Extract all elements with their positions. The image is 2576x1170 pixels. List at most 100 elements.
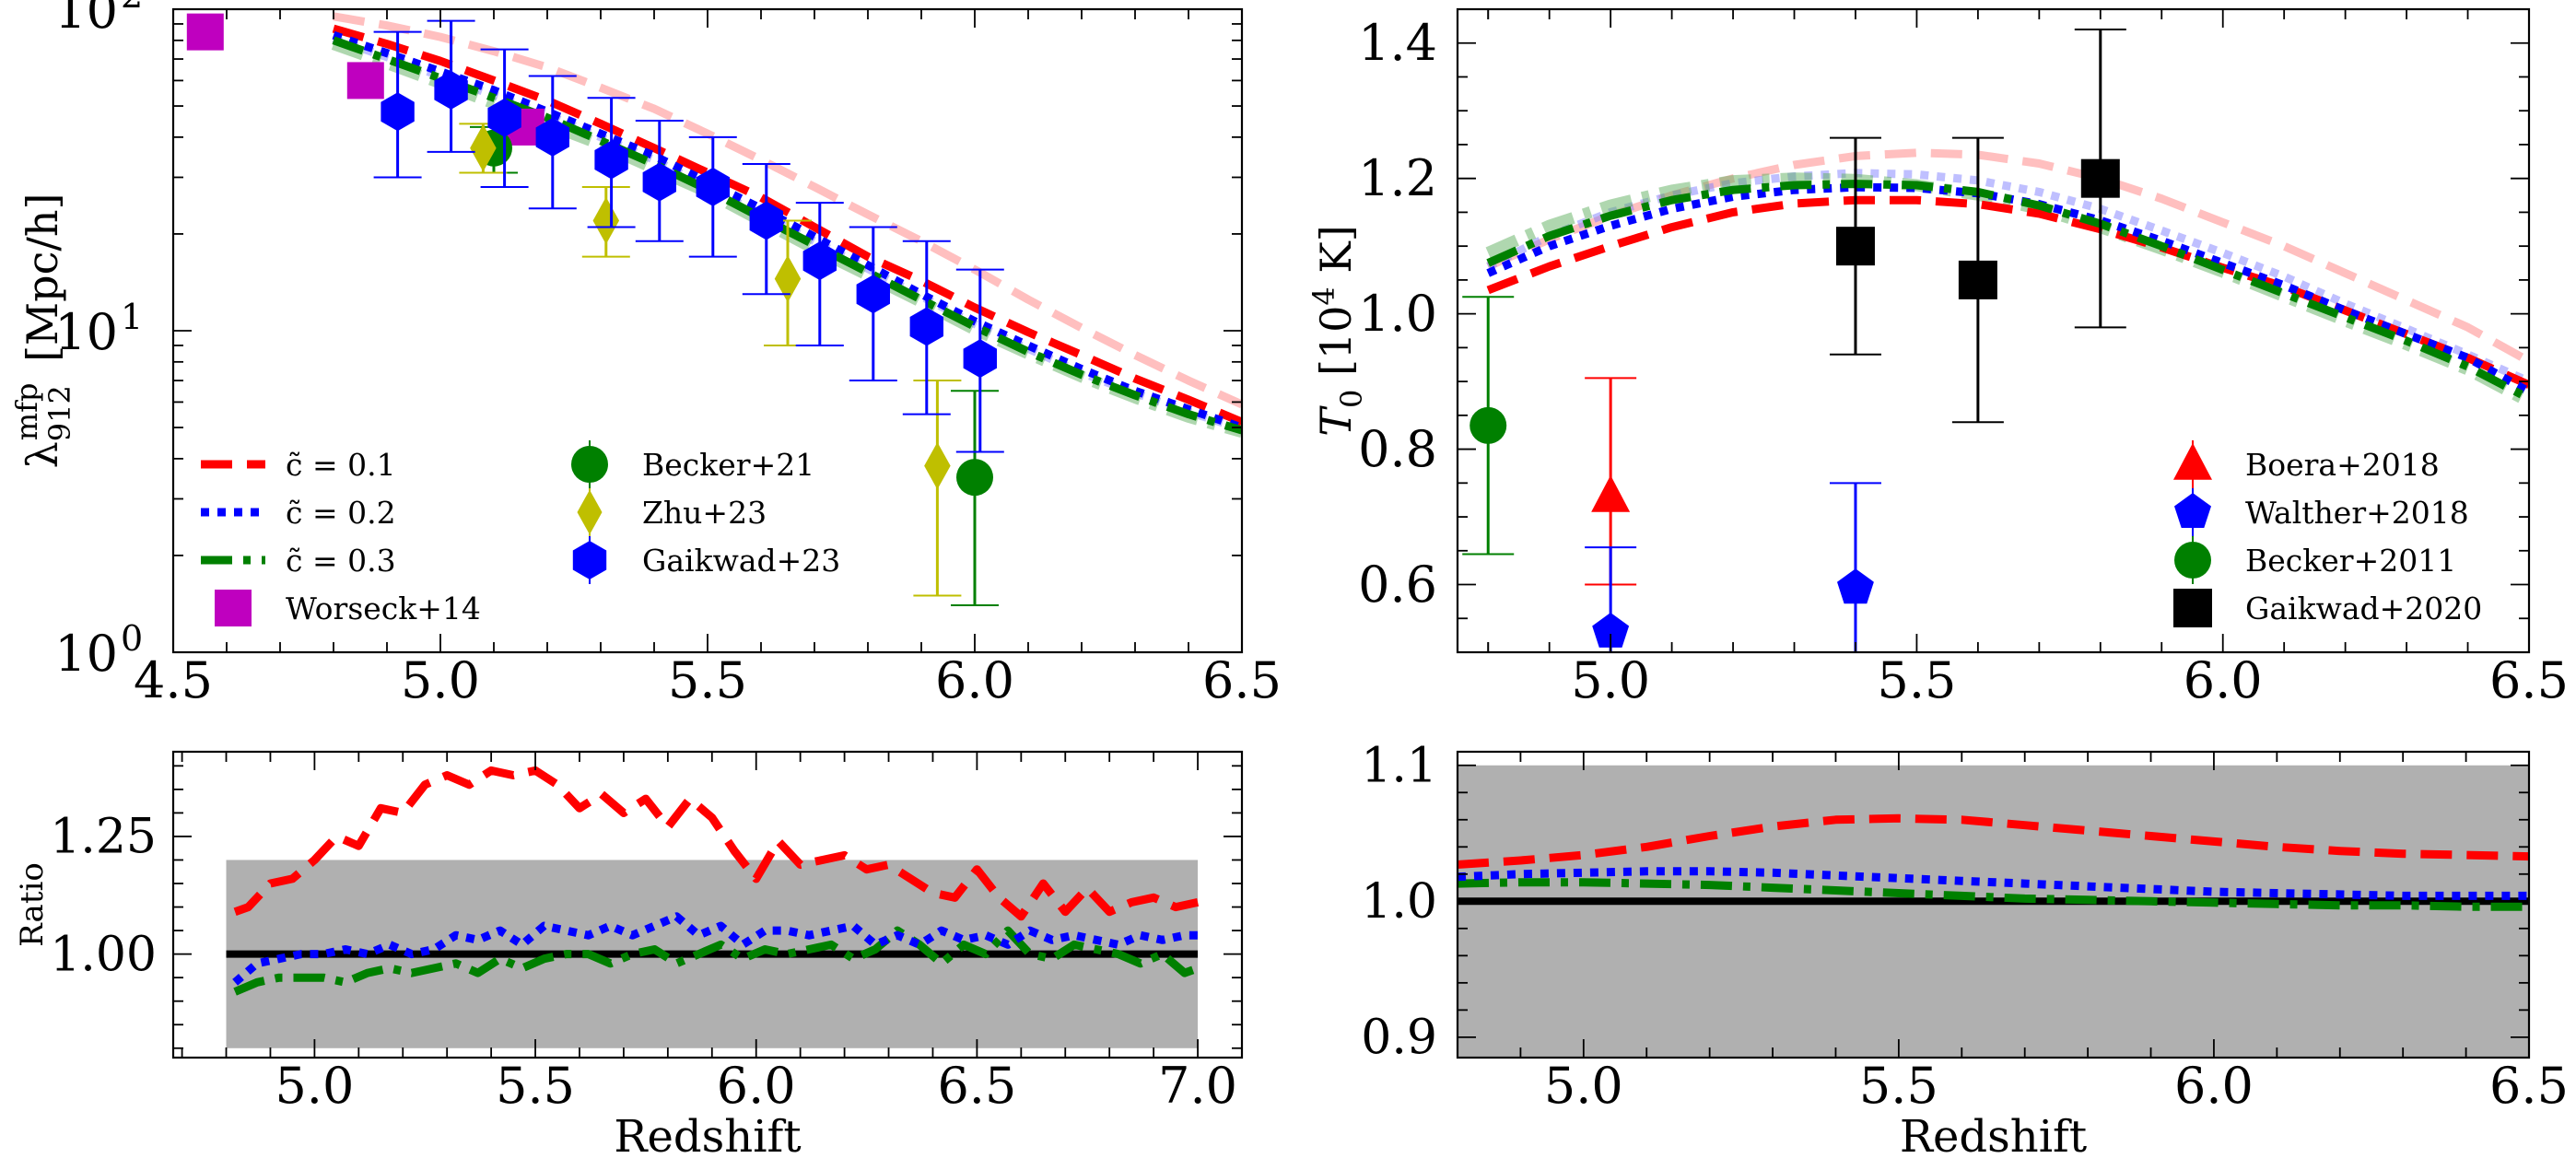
- x-tick-label: 5.5: [668, 651, 747, 709]
- y-tick-label: 1.00: [50, 927, 157, 982]
- axes-frame: [171, 7, 1244, 654]
- y-tick-label: 0.9: [1361, 1011, 1437, 1066]
- legend-label: Boera+2018: [2245, 447, 2440, 483]
- data-point-diamond: [592, 196, 620, 245]
- y-axis-label: λ912mfp [Mpc/h]: [9, 193, 77, 469]
- y-tick-exponent: 0: [121, 618, 143, 659]
- x-tick-label: 5.5: [1859, 1057, 1938, 1115]
- legend-marker: [2174, 542, 2211, 579]
- x-axis-label: Redshift: [1900, 1111, 2087, 1163]
- y-tick-exponent: 2: [121, 0, 143, 16]
- y-tick-label: 10: [54, 303, 118, 361]
- data-point-hexagon: [594, 140, 628, 180]
- model-line-3: [1486, 180, 2529, 403]
- model-line-1: [332, 24, 1242, 427]
- data-point-square: [346, 62, 384, 99]
- legend-marker: [572, 541, 607, 579]
- y-tick-label: 1.2: [1358, 149, 1437, 207]
- data-point-triangle: [1591, 474, 1631, 512]
- data-point-pentagon: [1592, 613, 1630, 648]
- data-point-hexagon: [856, 275, 890, 314]
- data-point-square: [1958, 260, 1997, 299]
- axes-frame: [1456, 7, 2531, 654]
- panel-t0-main: 0.6 0.8 1.0 1.2 1.4 5.0 5.5 6.0 6.5 T0 [104 K] Boe…: [1306, 7, 2569, 709]
- x-tick-label: 5.0: [1544, 1057, 1623, 1115]
- model-line-1: [1486, 195, 2529, 389]
- x-tick-label: 7.0: [1158, 1057, 1237, 1115]
- data-point-hexagon: [963, 339, 997, 379]
- data-point-hexagon: [802, 241, 837, 281]
- x-tick-label: 6.0: [717, 1057, 796, 1115]
- panel-mfp-ratio: 1.00 1.25 5.0 5.5 6.0 6.5 7.0 Ratio Redshift: [14, 750, 1244, 1163]
- legend-marker: [2173, 589, 2212, 627]
- x-tick-label: 5.5: [496, 1057, 575, 1115]
- legend-label: Gaikwad+2020: [2245, 591, 2482, 626]
- x-tick-label: 6.0: [935, 651, 1014, 709]
- y-axis-label: Ratio: [14, 862, 51, 947]
- y-tick-label: 1.1: [1361, 738, 1437, 793]
- legend-label: Gaikwad+23: [642, 543, 840, 579]
- y-tick-label: 1.0: [1358, 285, 1437, 343]
- data-point-square: [1835, 227, 1875, 266]
- y-tick-label: 1.4: [1358, 14, 1437, 72]
- legend-label: c̃ = 0.1: [286, 447, 396, 483]
- data-point-hexagon: [434, 70, 468, 110]
- legend-marker: [571, 446, 608, 483]
- ratio-line-3: [233, 926, 1200, 996]
- axes-frame: [1456, 750, 2531, 1059]
- legend-label: Zhu+23: [642, 495, 767, 531]
- legend-label: c̃ = 0.2: [286, 495, 396, 531]
- data-point-hexagon: [909, 307, 943, 346]
- data-point-pentagon: [1837, 568, 1874, 604]
- x-tick-label: 6.0: [2184, 651, 2263, 709]
- data-point-circle: [956, 459, 993, 497]
- x-tick-label: 6.5: [2489, 1057, 2569, 1115]
- model-line-2: [332, 30, 1242, 432]
- panel-t0-ratio: 0.9 1.0 1.1 5.0 5.5 6.0 6.5 Redshift: [1361, 738, 2569, 1163]
- x-tick-label: 6.5: [937, 1057, 1016, 1115]
- legend-label: Walther+2018: [2245, 495, 2469, 531]
- legend-label: Worseck+14: [286, 591, 481, 626]
- ratio-line-2: [1457, 867, 2529, 900]
- y-tick-label: 10: [54, 625, 118, 683]
- data-point-diamond: [774, 255, 802, 303]
- x-tick-label: 4.5: [134, 651, 213, 709]
- ratio-line-3: [1457, 878, 2529, 911]
- legend-label: Becker+2011: [2245, 543, 2456, 579]
- x-tick-label: 5.5: [1877, 651, 1956, 709]
- x-tick-label: 5.0: [275, 1057, 354, 1115]
- data-point-diamond: [470, 124, 497, 172]
- axes-frame: [171, 750, 1244, 1059]
- data-point-square: [2080, 158, 2120, 198]
- y-tick-label: 10: [54, 0, 118, 40]
- legend-marker: [2174, 493, 2211, 528]
- legend-marker: [577, 489, 603, 535]
- legend-label: Becker+21: [642, 447, 814, 483]
- legend-marker: [2173, 442, 2212, 480]
- x-tick-label: 5.0: [1571, 651, 1650, 709]
- x-tick-label: 6.0: [2174, 1057, 2254, 1115]
- data-point-hexagon: [535, 117, 569, 157]
- legend-label: c̃ = 0.3: [286, 543, 396, 579]
- x-tick-label: 5.0: [401, 651, 480, 709]
- ratio-line-1: [1457, 813, 2530, 869]
- data-point-diamond: [924, 442, 951, 490]
- data-point-circle: [1469, 406, 1507, 444]
- data-point-hexagon: [381, 92, 415, 132]
- y-tick-label: 1.0: [1361, 874, 1437, 930]
- data-point-hexagon: [696, 167, 730, 206]
- data-point-hexagon: [642, 162, 676, 202]
- y-axis-label: T0 [104 K]: [1306, 225, 1369, 436]
- ratio-line-2: [232, 912, 1199, 986]
- data-point-square: [186, 13, 224, 51]
- y-tick-label: 1.25: [50, 810, 157, 865]
- y-tick-label: 0.6: [1358, 556, 1437, 614]
- y-tick-label: 0.8: [1358, 420, 1437, 478]
- y-tick-exponent: 1: [121, 297, 143, 337]
- tolerance-band: [1458, 765, 2529, 1058]
- legend-marker: [215, 590, 252, 626]
- ratio-line-1: [233, 766, 1200, 921]
- data-point-hexagon: [487, 98, 521, 137]
